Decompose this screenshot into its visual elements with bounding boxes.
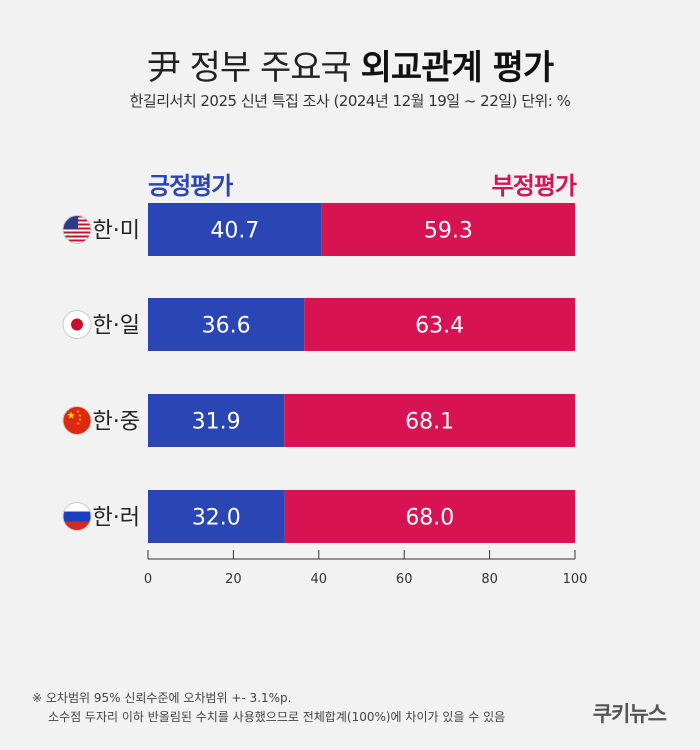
flag-sun bbox=[71, 318, 83, 331]
flag-band-red bbox=[63, 521, 91, 531]
russia-flag-icon bbox=[62, 502, 92, 531]
flag-star-big bbox=[67, 411, 75, 419]
flag-stripe-white bbox=[63, 241, 91, 244]
data-label-positive: 31.9 bbox=[192, 410, 241, 435]
flag-body bbox=[63, 502, 91, 531]
flag-band-blue bbox=[63, 511, 91, 522]
bar-negative bbox=[284, 490, 575, 543]
china-flag-icon bbox=[62, 406, 92, 435]
flag-stripe-white bbox=[63, 233, 91, 236]
flag-stripe-red bbox=[63, 231, 91, 234]
x-tick-label: 60 bbox=[396, 572, 413, 587]
flag-stripe-red bbox=[63, 239, 91, 242]
category-label: 한·미 bbox=[93, 219, 140, 244]
flag-star-small bbox=[76, 410, 80, 413]
bar-negative bbox=[304, 298, 575, 351]
data-label-positive: 40.7 bbox=[210, 219, 259, 244]
japan-flag-icon bbox=[62, 310, 92, 339]
subtitle: 한길리서치 2025 신년 특집 조사 (2024년 12월 19일 ~ 22일… bbox=[129, 92, 571, 110]
flag-outline bbox=[62, 310, 92, 339]
flag-star-small bbox=[78, 418, 82, 421]
x-tick-label: 40 bbox=[311, 572, 328, 587]
bar-positive bbox=[148, 203, 322, 256]
x-tick-label: 0 bbox=[144, 572, 152, 587]
data-label-negative: 68.0 bbox=[405, 506, 454, 531]
flag-band-white bbox=[63, 502, 91, 513]
flag-star-small bbox=[78, 414, 82, 417]
title-normal: 尹 정부 주요국 bbox=[146, 48, 352, 88]
flag-outline bbox=[62, 406, 92, 435]
data-label-negative: 68.1 bbox=[405, 410, 454, 435]
x-tick-label: 80 bbox=[481, 572, 498, 587]
category-label: 한·중 bbox=[93, 410, 140, 435]
us-flag-icon bbox=[62, 215, 92, 244]
flag-outline bbox=[62, 502, 92, 531]
flag-body bbox=[63, 406, 91, 435]
legend-negative: 부정평가 bbox=[491, 172, 577, 200]
category-label: 한·러 bbox=[93, 506, 140, 531]
legend-positive: 긍정평가 bbox=[148, 172, 233, 200]
data-label-positive: 36.6 bbox=[202, 314, 251, 339]
bar-negative bbox=[284, 394, 575, 447]
footnote-line-2: 소수점 두자리 이하 반올림된 수치를 사용했으므로 전체합계(100%)에 차… bbox=[48, 710, 506, 724]
flag-star-small bbox=[76, 422, 80, 425]
data-label-negative: 59.3 bbox=[424, 219, 473, 244]
bar-positive bbox=[148, 298, 305, 351]
flag-stripe-red bbox=[63, 235, 91, 238]
data-label-negative: 63.4 bbox=[415, 314, 464, 339]
flag-outline bbox=[62, 215, 92, 244]
flag-stripe-white bbox=[63, 237, 91, 240]
flag-stripe-white bbox=[63, 229, 91, 232]
brand-logo: 쿠키뉴스 bbox=[592, 702, 667, 726]
page-title: 尹 정부 주요국 외교관계 평가 bbox=[0, 40, 700, 89]
footnote: ※ 오차범위 95% 신뢰수준에 오차범위 +- 3.1%p. 소수점 두자리 … bbox=[32, 689, 505, 727]
bar-positive bbox=[148, 490, 285, 543]
data-label-positive: 32.0 bbox=[192, 506, 241, 531]
bar-negative bbox=[321, 203, 575, 256]
footnote-line-1: ※ 오차범위 95% 신뢰수준에 오차범위 +- 3.1%p. bbox=[32, 691, 292, 705]
x-tick-label: 20 bbox=[225, 572, 242, 587]
flag-body bbox=[63, 310, 91, 339]
category-label: 한·일 bbox=[93, 314, 140, 339]
title-bold: 외교관계 평가 bbox=[360, 48, 555, 88]
x-tick-label: 100 bbox=[563, 572, 588, 587]
bar-positive bbox=[148, 394, 285, 447]
